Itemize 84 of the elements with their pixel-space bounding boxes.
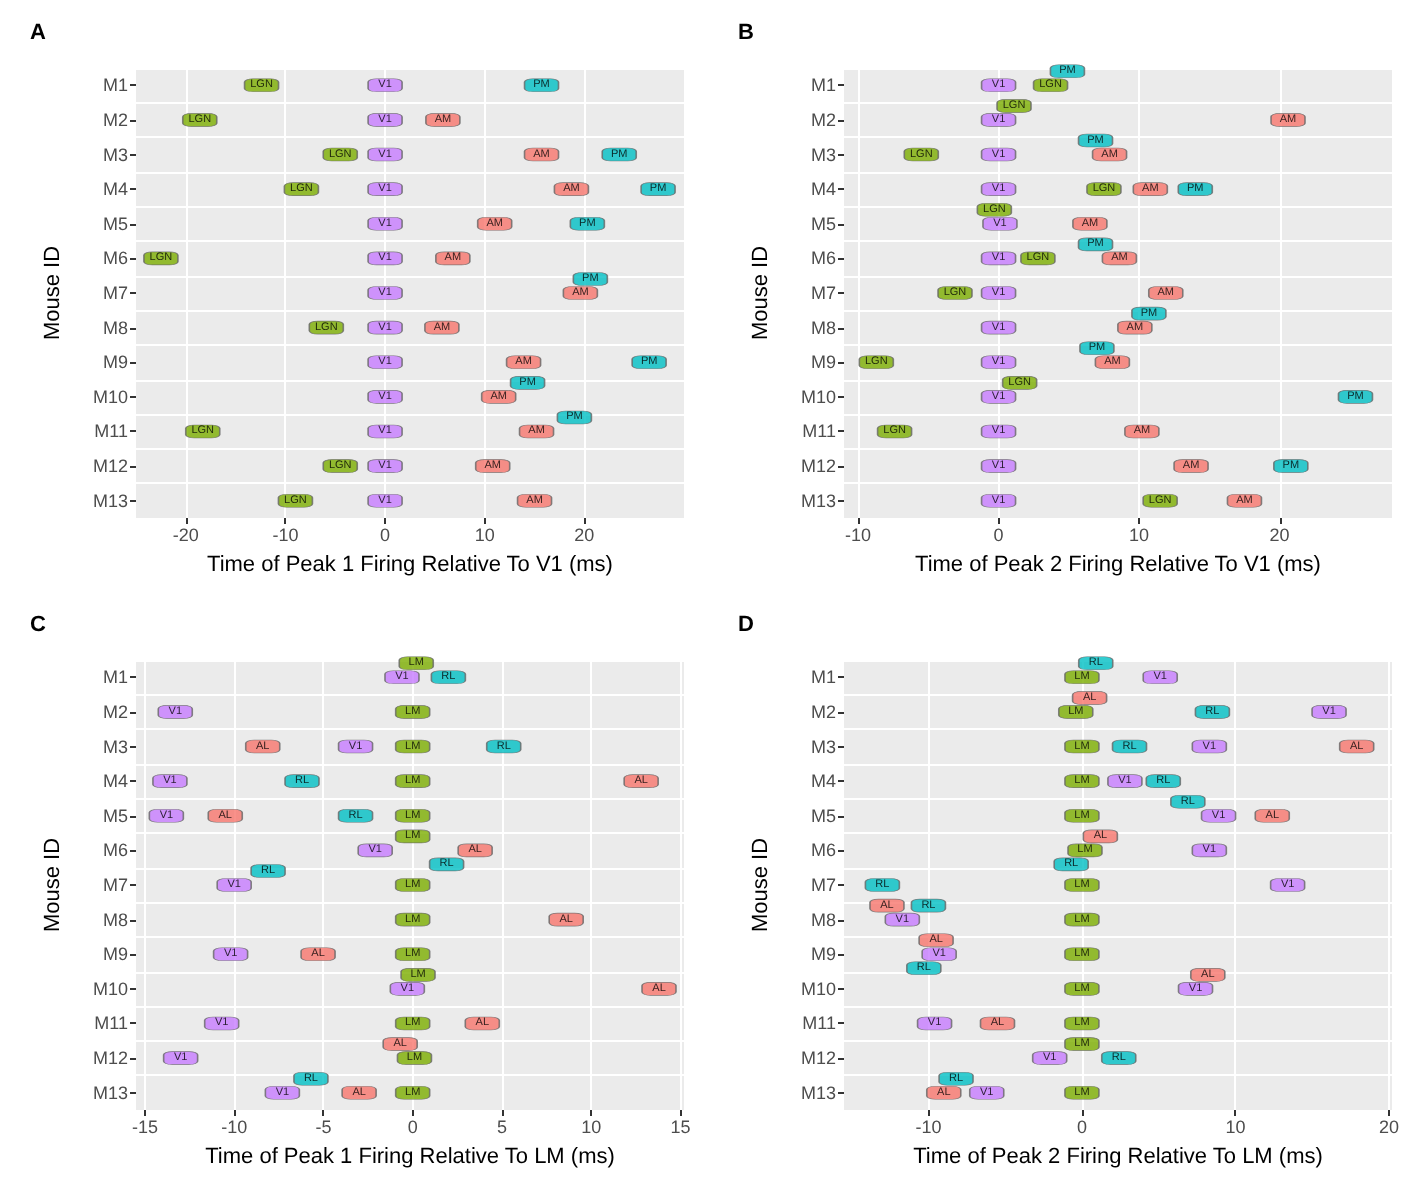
- y-tick-label: M6: [810, 248, 836, 269]
- x-tick-label: -5: [315, 1117, 332, 1137]
- y-tick-label: M6: [102, 248, 128, 269]
- y-axis-title: Mouse ID: [41, 245, 65, 341]
- x-tick-label: -20: [172, 525, 199, 545]
- chart-title: A: [30, 21, 46, 45]
- x-tick-label: 10: [1225, 1117, 1246, 1137]
- y-tick-label: M12: [92, 1048, 128, 1069]
- x-tick-label: 0: [380, 525, 391, 545]
- y-tick-label: M7: [810, 283, 836, 303]
- y-tick-label: M2: [810, 701, 836, 722]
- y-tick-label: M7: [810, 875, 836, 895]
- y-tick-label: M10: [800, 386, 836, 407]
- y-tick-label: M2: [102, 701, 128, 722]
- y-tick-label: M7: [102, 283, 128, 303]
- x-tick-label: 20: [1269, 525, 1290, 545]
- y-tick-label: M5: [102, 213, 128, 234]
- y-tick-label: M13: [800, 1082, 836, 1103]
- chart-title: C: [30, 613, 46, 637]
- y-tick-label: M11: [94, 1013, 128, 1034]
- x-tick-label: 10: [581, 1117, 602, 1137]
- y-tick-label: M8: [102, 909, 128, 930]
- y-tick-label: M12: [92, 456, 128, 477]
- x-axis-title: Time of Peak 2 Firing Relative To LM (ms): [913, 1144, 1323, 1169]
- y-tick-label: M8: [810, 909, 836, 930]
- x-tick-label: 5: [496, 1117, 507, 1137]
- y-tick-label: M2: [102, 109, 128, 130]
- y-axis-title: Mouse ID: [41, 837, 65, 933]
- y-tick-label: M11: [802, 1013, 836, 1034]
- x-tick-label: -10: [272, 525, 299, 545]
- y-tick-label: M13: [92, 490, 128, 511]
- y-tick-label: M3: [810, 144, 836, 165]
- y-tick-label: M12: [800, 1048, 836, 1069]
- x-tick-label: 10: [1129, 525, 1150, 545]
- y-tick-label: M7: [102, 875, 128, 895]
- x-tick-label: 20: [574, 525, 595, 545]
- y-axis-title: Mouse ID: [749, 245, 773, 341]
- y-tick-label: M4: [102, 179, 128, 200]
- y-tick-label: M11: [802, 421, 836, 442]
- y-tick-label: M10: [800, 978, 836, 999]
- y-tick-label: M4: [810, 179, 836, 200]
- y-tick-label: M11: [94, 421, 128, 442]
- x-tick-label: -15: [131, 1117, 158, 1137]
- x-axis-title: Time of Peak 1 Firing Relative To V1 (ms): [207, 552, 613, 577]
- y-tick-label: M9: [102, 352, 128, 373]
- y-tick-label: M9: [102, 944, 128, 965]
- x-tick-label: 0: [407, 1117, 418, 1137]
- y-tick-label: M6: [102, 840, 128, 861]
- y-tick-label: M10: [92, 978, 128, 999]
- chart-title: D: [738, 613, 754, 637]
- y-tick-label: M3: [810, 736, 836, 757]
- x-axis-title: Time of Peak 2 Firing Relative To V1 (ms): [915, 552, 1321, 577]
- x-tick-label: 20: [1378, 1117, 1399, 1137]
- y-tick-label: M5: [810, 213, 836, 234]
- y-tick-label: M3: [102, 736, 128, 757]
- x-tick-label: -10: [915, 1117, 942, 1137]
- y-tick-label: M12: [800, 456, 836, 477]
- x-tick-label: 0: [1076, 1117, 1087, 1137]
- y-tick-label: M1: [810, 75, 836, 96]
- y-tick-label: M2: [810, 109, 836, 130]
- y-tick-label: M4: [102, 771, 128, 792]
- y-axis-title: Mouse ID: [749, 837, 773, 933]
- x-tick-label: -10: [221, 1117, 248, 1137]
- y-tick-label: M1: [102, 75, 128, 96]
- y-tick-label: M4: [810, 771, 836, 792]
- chart-title: B: [738, 21, 754, 45]
- x-tick-label: 10: [474, 525, 495, 545]
- y-tick-label: M3: [102, 144, 128, 165]
- y-tick-label: M10: [92, 386, 128, 407]
- y-tick-label: M13: [800, 490, 836, 511]
- y-tick-label: M8: [810, 317, 836, 338]
- y-tick-label: M1: [102, 667, 128, 688]
- y-tick-label: M1: [810, 667, 836, 688]
- y-tick-label: M9: [810, 352, 836, 373]
- x-tick-label: 0: [993, 525, 1004, 545]
- y-tick-label: M13: [92, 1082, 128, 1103]
- y-tick-label: M9: [810, 944, 836, 965]
- x-tick-label: -10: [845, 525, 872, 545]
- x-axis-title: Time of Peak 1 Firing Relative To LM (ms): [205, 1144, 615, 1169]
- x-tick-label: 15: [670, 1117, 691, 1137]
- y-tick-label: M6: [810, 840, 836, 861]
- y-tick-label: M5: [102, 805, 128, 826]
- y-tick-label: M8: [102, 317, 128, 338]
- y-tick-label: M5: [810, 805, 836, 826]
